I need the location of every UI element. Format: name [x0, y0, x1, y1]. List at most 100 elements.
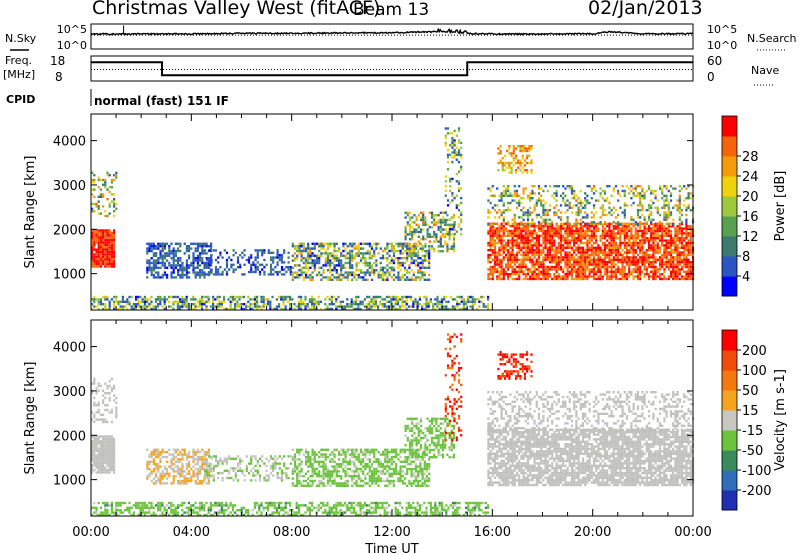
- noise-tick-right-top: 10^5: [707, 23, 737, 36]
- noise-strip-frame: [90, 23, 694, 50]
- nsearch-label: N.Search: [747, 32, 797, 45]
- power-colorbar-tick-label: 8: [742, 250, 750, 265]
- power-ylabel: Slant Range [km]: [23, 156, 38, 269]
- strip-panels: N.Sky 10^5 10^0 10^5 10^0 N.Search Freq.[MHz] 1…: [3, 23, 797, 108]
- velocity-colorbar-tick-label: -15: [742, 424, 763, 439]
- noise-tick-left-top: 10^5: [57, 23, 87, 36]
- colorbars: 4 8 12 16 20 24 28 Power [dB] 200 100 50 15 -15 -50 -1…: [721, 115, 788, 511]
- velocity-region-4: [291, 448, 431, 487]
- velocity-ytick-label: 2000: [53, 429, 86, 444]
- xtick-label: 16:00: [474, 525, 511, 540]
- velocity-panel-frame: [90, 319, 694, 517]
- xtick-label: 08:00: [273, 525, 310, 540]
- velocity-region-8: [487, 428, 695, 487]
- noise-tick-left-bottom: 10^0: [57, 39, 87, 52]
- velocity-ytick-label: 1000: [53, 474, 86, 489]
- power-region-8: [487, 222, 695, 281]
- freq-label: Freq.: [5, 54, 32, 67]
- power-colorbar-swatch: [722, 236, 737, 257]
- power-colorbar-tick-label: 4: [742, 270, 750, 285]
- velocity-ytick-label: 3000: [53, 385, 86, 400]
- velocity-colorbar-label: Velocity [m s-1]: [773, 369, 788, 471]
- velocity-colorbar-swatch: [722, 450, 737, 471]
- chart-title: Christmas Valley West (fitACF): [92, 0, 381, 19]
- power-colorbar-label: Power [dB]: [773, 171, 788, 242]
- velocity-colorbar-swatch: [722, 330, 737, 351]
- freq-strip-frame: [90, 55, 694, 82]
- velocity-colorbar-tick-label: 50: [742, 384, 759, 399]
- velocity-colorbar-swatch: [722, 430, 737, 451]
- power-colorbar-tick-label: 24: [742, 170, 759, 185]
- power-ytick-label: 4000: [53, 135, 86, 150]
- power-colorbar-swatch: [722, 196, 737, 217]
- velocity-region-2: [146, 448, 213, 485]
- velocity-region-9: [487, 391, 695, 432]
- nsky-label: N.Sky: [5, 32, 37, 45]
- power-region-6: [444, 127, 463, 236]
- velocity-colorbar-swatch: [722, 390, 737, 411]
- power-colorbar-tick-label: 28: [742, 150, 759, 165]
- xtick-label: 12:00: [373, 525, 410, 540]
- xtick-label: 20:00: [574, 525, 611, 540]
- power-region-9: [487, 185, 695, 226]
- beam-label: Beam 13: [353, 0, 430, 20]
- axes: 00:00 04:00 08:00 12:00 16:00 20:00 00:00 Time …: [72, 525, 711, 554]
- nave-tick-top: 60: [707, 54, 722, 68]
- velocity-colorbar-swatch: [722, 470, 737, 491]
- velocity-ylabel: Slant Range [km]: [23, 362, 38, 475]
- power-ytick-label: 1000: [53, 268, 86, 283]
- power-colorbar-tick-label: 12: [742, 230, 759, 245]
- power-panel: 1000 2000 3000 4000 Slant Range [km]: [23, 113, 695, 311]
- velocity-colorbar-tick-label: 15: [742, 404, 759, 419]
- power-scatter: [91, 127, 695, 311]
- power-colorbar-swatch: [722, 136, 737, 157]
- velocity-colorbar-tick-label: 100: [742, 364, 767, 379]
- freq-line: [91, 61, 693, 77]
- cpid-label: CPID: [6, 93, 35, 106]
- velocity-colorbar-swatch: [722, 490, 737, 511]
- velocity-region-1: [91, 377, 118, 424]
- velocity-colorbar-tick-label: -100: [742, 464, 772, 479]
- velocity-region-7: [91, 501, 490, 517]
- xtick-label: 04:00: [173, 525, 210, 540]
- velocity-colorbar-tick-label: 200: [742, 344, 767, 359]
- power-colorbar-tick-label: 20: [742, 190, 759, 205]
- xtick-label: 00:00: [72, 525, 109, 540]
- nave-label: Nave: [751, 64, 779, 77]
- xaxis-label: Time UT: [364, 542, 418, 554]
- xtick-label: 00:00: [674, 525, 711, 540]
- velocity-colorbar-swatch: [722, 350, 737, 371]
- power-region-7: [91, 295, 490, 311]
- velocity-region-3: [203, 455, 292, 482]
- power-colorbar-swatch: [722, 176, 737, 197]
- power-colorbar-swatch: [722, 156, 737, 177]
- velocity-region-6: [444, 333, 463, 442]
- date-label: 02/Jan/2013: [588, 0, 703, 19]
- velocity-colorbar-swatch: [722, 370, 737, 391]
- power-colorbar-tick-label: 16: [742, 210, 759, 225]
- velocity-colorbar-swatch: [722, 410, 737, 431]
- power-colorbar-swatch: [722, 216, 737, 237]
- velocity-colorbar-frame: [721, 329, 738, 511]
- power-region-10: [497, 145, 533, 174]
- velocity-colorbar-tick-label: -50: [742, 444, 763, 459]
- nsky-line: [90, 27, 694, 36]
- power-colorbar-swatch: [722, 116, 737, 137]
- power-region-4: [291, 242, 431, 281]
- power-colorbar-frame: [721, 115, 738, 297]
- freq-unit-label: [MHz]: [3, 68, 35, 81]
- power-region-2: [146, 242, 213, 279]
- velocity-colorbar-tick-label: -200: [742, 484, 772, 499]
- velocity-region-10: [497, 351, 533, 380]
- power-region-0: [91, 229, 116, 268]
- freq-tick-bottom: 8: [55, 70, 63, 84]
- freq-tick-top: 18: [50, 54, 65, 68]
- power-region-1: [91, 171, 118, 218]
- velocity-scatter: [91, 333, 695, 517]
- power-ytick-label: 3000: [53, 179, 86, 194]
- velocity-ytick-label: 4000: [53, 341, 86, 356]
- velocity-region-0: [91, 435, 116, 474]
- power-colorbar-swatch: [722, 256, 737, 277]
- power-region-3: [203, 249, 292, 276]
